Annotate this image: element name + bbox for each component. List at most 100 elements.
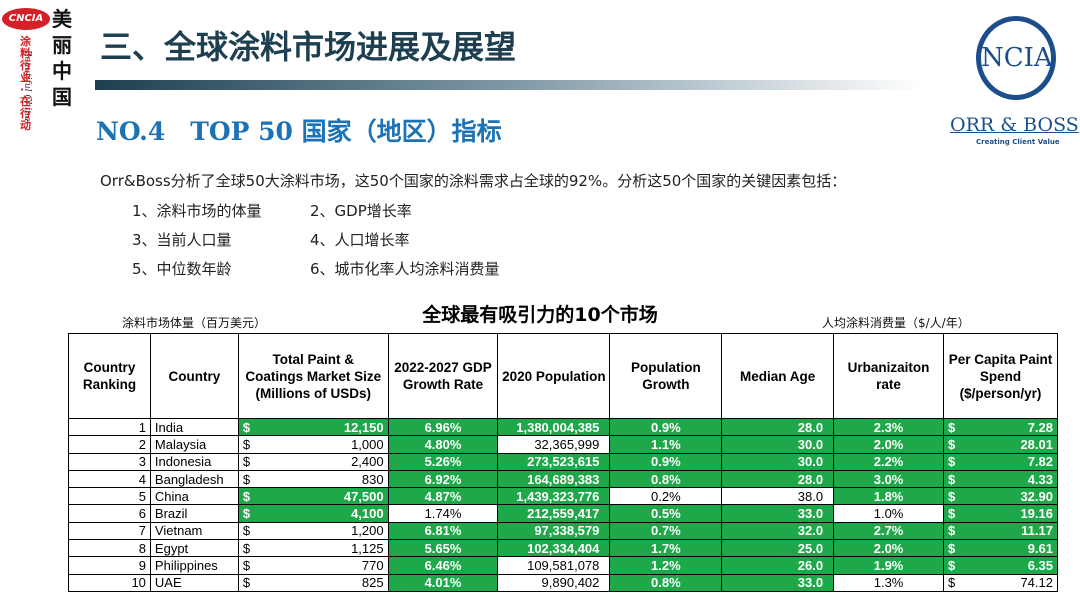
table-cell: 3.0%: [833, 469, 945, 489]
table-cell: $2,400: [237, 452, 389, 471]
table-cell: 33.0: [721, 504, 835, 523]
table-cell: China: [149, 487, 239, 506]
table-cell: 1: [68, 417, 151, 437]
table-cell: $74.12: [943, 573, 1058, 592]
money-cell: $32.90: [948, 489, 1053, 504]
table-cell: 2.3%: [833, 417, 945, 437]
money-cell: $2,400: [243, 454, 384, 469]
money-cell: $830: [243, 472, 384, 487]
table-cell: Egypt: [149, 539, 239, 558]
left-badge: CNCIA: [2, 8, 50, 30]
money-cell: $74.12: [948, 575, 1053, 590]
table-cell: 0.8%: [609, 573, 723, 592]
cell-text: $: [948, 471, 956, 487]
table-cell: 0.7%: [609, 521, 723, 541]
cell-text: $: [948, 419, 956, 435]
cell-text: 4.33: [1027, 471, 1053, 487]
table-cell: $1,200: [237, 521, 389, 541]
money-cell: $4.33: [948, 472, 1053, 487]
column-header: Per Capita Paint Spend ($/person/yr): [943, 333, 1058, 419]
table-cell: 1,380,004,385: [497, 417, 611, 437]
money-cell: $1,125: [243, 541, 384, 556]
cell-text: $: [948, 488, 956, 504]
table-cell: 109,581,078: [497, 556, 611, 575]
table-cell: 2.2%: [833, 452, 945, 471]
money-cell: $28.01: [948, 437, 1053, 452]
table-cell: UAE: [149, 573, 239, 592]
cell-text: $: [948, 506, 956, 522]
money-cell: $7.28: [948, 420, 1053, 435]
table-row: 8 Egypt $1,125 5.65% 102,334,404 1.7% 25.0 2.0%…: [68, 539, 1058, 558]
table-cell: 30.0: [721, 452, 835, 471]
table-cell: 1.9%: [833, 556, 945, 575]
table-cell: 4: [68, 469, 151, 489]
cell-text: 2,400: [351, 454, 384, 470]
table-cell: Malaysia: [149, 435, 239, 454]
table-cell: 9: [68, 556, 151, 575]
cell-text: 28.01: [1020, 436, 1053, 452]
cell-text: $: [242, 575, 251, 591]
table-cell: $4,100: [237, 504, 389, 523]
table-row: 5 China $47,500 4.87% 1,439,323,776 0.2% 38.0 1…: [68, 487, 1058, 506]
table-cell: $825: [237, 573, 389, 592]
table-cell: 30.0: [721, 435, 835, 454]
cell-text: 830: [361, 471, 384, 487]
table-cell: $4.33: [943, 469, 1058, 489]
right-tagline: Creating Client Value: [976, 138, 1060, 146]
cell-text: 12,150: [343, 419, 384, 435]
cell-text: $: [242, 506, 251, 522]
table-cell: 0.2%: [609, 487, 723, 506]
table-cell: $1,000: [237, 435, 389, 454]
table-cell: 4.01%: [387, 573, 499, 592]
table-cell: 1.0%: [833, 504, 945, 523]
table-body: 1 India $12,150 6.96% 1,380,004,385 0.9% 28.0 2…: [68, 417, 1058, 592]
table-cell: $6.35: [943, 556, 1058, 575]
table-cell: 6.81%: [387, 521, 499, 541]
title-rule: [95, 80, 925, 90]
factor: 4、人口增长率: [310, 231, 410, 249]
table-row: 7 Vietnam $1,200 6.81% 97,338,579 0.7% 32.0 2.7…: [68, 521, 1058, 541]
table-row: 10 UAE $825 4.01% 9,890,402 0.8% 33.0 1.3% $74.1…: [68, 573, 1058, 592]
table-cell: Philippines: [149, 556, 239, 575]
cell-text: $: [242, 436, 251, 452]
factor: 5、中位数年龄: [132, 260, 232, 278]
table-cell: 102,334,404: [497, 539, 611, 558]
table-cell: 28.0: [721, 469, 835, 489]
table-row: 6 Brazil $4,100 1.74% 212,559,417 0.5% 33.0 1.0…: [68, 504, 1058, 523]
cell-text: $: [242, 558, 251, 574]
table-cell: 1.3%: [833, 573, 945, 592]
table-row: 1 India $12,150 6.96% 1,380,004,385 0.9% 28.0 2…: [68, 417, 1058, 437]
table-cell: 97,338,579: [497, 521, 611, 541]
table-row: 9 Philippines $770 6.46% 109,581,078 1.2% 26.0…: [68, 556, 1058, 575]
table-cell: 4.80%: [387, 435, 499, 454]
right-name: ORR & BOSS: [950, 114, 1079, 136]
table-cell: $7.28: [943, 417, 1058, 437]
table-cell: 5: [68, 487, 151, 506]
cell-text: 1,200: [351, 523, 384, 539]
table-cell: 38.0: [721, 487, 835, 506]
money-cell: $770: [243, 558, 384, 573]
cell-text: 47,500: [343, 488, 384, 504]
table-cell: $11.17: [943, 521, 1058, 541]
table-cell: Bangladesh: [149, 469, 239, 489]
table-cell: $7.82: [943, 452, 1058, 471]
table-row: 3 Indonesia $2,400 5.26% 273,523,615 0.9% 30.0…: [68, 452, 1058, 471]
table-cell: $9.61: [943, 539, 1058, 558]
right-note: 人均涂料消费量（$/人/年）: [822, 316, 970, 330]
cell-text: 74.12: [1020, 575, 1053, 591]
cell-text: $: [948, 436, 956, 452]
left-note: 涂料市场体量（百万美元）: [122, 316, 267, 330]
table-cell: Indonesia: [149, 452, 239, 471]
cell-text: 7.28: [1027, 419, 1053, 435]
table-cell: 0.9%: [609, 452, 723, 471]
table-cell: 1.7%: [609, 539, 723, 558]
table-cell: 33.0: [721, 573, 835, 592]
table-cell: 164,689,383: [497, 469, 611, 489]
table-cell: Vietnam: [149, 521, 239, 541]
table-cell: 5.26%: [387, 452, 499, 471]
cell-text: $: [242, 540, 251, 556]
cell-text: 6.35: [1027, 558, 1053, 574]
table-cell: $47,500: [237, 487, 389, 506]
cell-text: 825: [361, 575, 384, 591]
table-cell: 1.2%: [609, 556, 723, 575]
